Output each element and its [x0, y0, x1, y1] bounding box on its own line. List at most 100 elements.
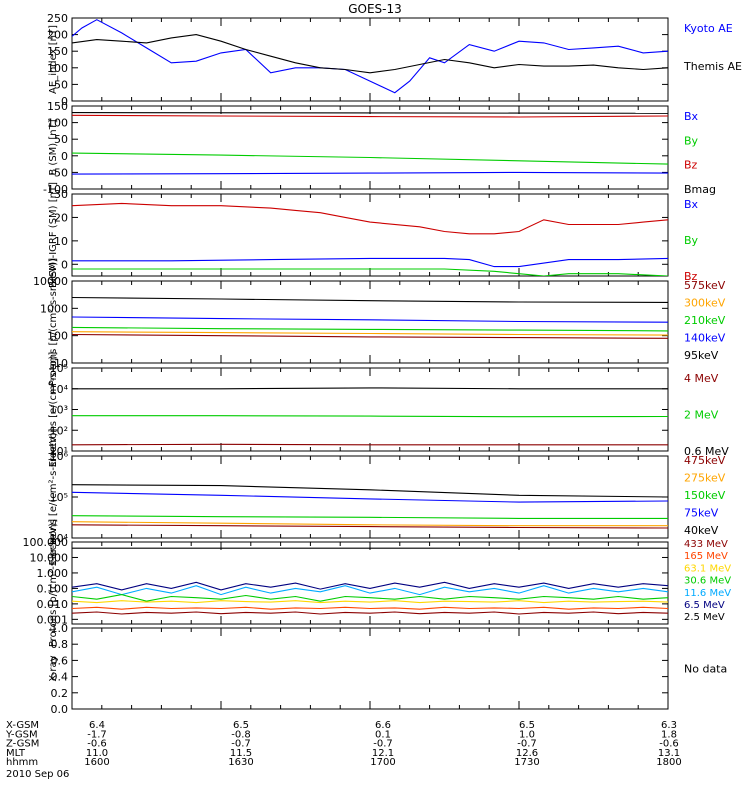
- footer-row-value: 6.6: [375, 720, 391, 731]
- y-axis-label: Protons [p/(cm²-s-sr-keV)]: [48, 519, 59, 647]
- footer-row-label: MLT: [6, 748, 26, 759]
- y-tick-label: 10.000: [30, 551, 69, 564]
- y-tick-label: 10⁴: [50, 532, 69, 545]
- footer-row-value: 1700: [370, 757, 395, 768]
- legend-entry: 165 MeV: [684, 551, 728, 562]
- series-line: [72, 331, 668, 336]
- legend-entry: 95keV: [684, 349, 719, 362]
- panel-frame: [71, 193, 669, 277]
- y-tick-label: 30: [54, 188, 68, 201]
- footer-row-value: 1800: [656, 757, 681, 768]
- series-line: [72, 268, 668, 276]
- footer-row-value: 6.4: [89, 720, 105, 731]
- series-line: [72, 202, 668, 235]
- legend-entry: 6.5 MeV: [684, 600, 725, 611]
- y-tick-label: 0.0: [51, 703, 69, 716]
- legend-entry: 475keV: [684, 454, 726, 467]
- footer-row-value: -0.8: [231, 729, 251, 740]
- y-tick-label: 0.4: [51, 671, 69, 684]
- legend-entry: 575keV: [684, 279, 726, 292]
- y-tick-label: 50: [54, 133, 68, 146]
- series-line: [72, 491, 668, 503]
- footer-row-value: -0.7: [231, 739, 251, 750]
- footer-row-value: -0.6: [87, 739, 107, 750]
- legend-entry: By: [684, 134, 699, 147]
- series-line: [72, 296, 668, 303]
- legend-entry: By: [684, 234, 699, 247]
- series-line: [72, 415, 668, 418]
- y-axis-label: B(SM)-IGRF (SM) [nT]: [48, 182, 59, 288]
- chart-panel-7: 0.001 0.010 0.100 1.000 10.000 100.000Protons…: [23, 519, 732, 647]
- footer-row-value: 1.0: [519, 729, 535, 740]
- y-tick-label: -100: [43, 183, 68, 196]
- y-axis-label: Protons [p/(cm²-s-sr-keV)]: [48, 258, 59, 386]
- series-line: [72, 112, 668, 114]
- footer-row-value: 12.6: [516, 748, 538, 759]
- legend-entry: 4 MeV: [684, 372, 719, 385]
- footer-row-value: -0.7: [517, 739, 537, 750]
- chart-panel-3: 0 10 20 30B(SM)-IGRF (SM) [nT] Bx By Bz: [48, 182, 699, 288]
- legend-entry: 0.6 MeV: [684, 445, 729, 458]
- series-line: [72, 171, 668, 175]
- panel-frame: [71, 105, 669, 190]
- y-tick-label: 10³: [50, 404, 68, 417]
- series-line: [72, 585, 668, 596]
- y-tick-label: -50: [50, 166, 68, 179]
- legend-entry: 150keV: [684, 489, 726, 502]
- legend-entry: 75keV: [684, 507, 719, 520]
- footer-row-value: 6.5: [519, 720, 535, 731]
- y-tick-label: 10⁵: [50, 362, 68, 375]
- y-tick-label: 1000: [40, 302, 68, 315]
- series-line: [72, 521, 668, 527]
- footer-row-value: 6.3: [661, 720, 677, 731]
- orbit-footer: X-GSM 6.4 6.5 6.6 6.5 6.3 Y-GSM -1.7 -0.8 0.1 1.0 1…: [5, 720, 682, 780]
- legend-entry: 210keV: [684, 314, 726, 327]
- footer-row-value: 12.1: [372, 748, 394, 759]
- legend-entry: Themis AE: [683, 60, 742, 73]
- series-line: [72, 600, 668, 604]
- footer-row-value: 6.5: [233, 720, 249, 731]
- series-line: [72, 19, 668, 94]
- panel-frame: [71, 541, 669, 625]
- y-tick-label: 10000: [33, 275, 68, 288]
- series-line: [72, 333, 668, 339]
- legend-entry: 63.1 MeV: [684, 563, 731, 574]
- y-tick-label: 150: [47, 45, 68, 58]
- series-line: [72, 611, 668, 615]
- legend-entry: Bz: [684, 270, 698, 283]
- y-tick-label: 100: [47, 62, 68, 75]
- y-tick-label: 1.000: [37, 567, 69, 580]
- footer-row-value: 1.8: [661, 729, 677, 740]
- y-tick-label: 10²: [50, 424, 68, 437]
- series-line: [72, 581, 668, 591]
- y-tick-label: 1.0: [51, 622, 69, 635]
- series-line: [72, 114, 668, 118]
- series-line: [72, 152, 668, 165]
- y-tick-label: 250: [47, 12, 68, 25]
- series-line: [72, 316, 668, 323]
- legend-entry: 2.5 MeV: [684, 612, 725, 623]
- legend-entry: 300keV: [684, 297, 726, 310]
- series-line: [72, 257, 668, 268]
- y-tick-label: 150: [47, 100, 68, 113]
- y-tick-label: 10: [54, 235, 68, 248]
- footer-row-value: 11.5: [230, 748, 252, 759]
- footer-row-label: X-GSM: [6, 720, 39, 731]
- y-tick-label: 0.6: [51, 654, 69, 667]
- footer-row-label: hhmm: [6, 757, 38, 768]
- footer-row-value: -0.7: [373, 739, 393, 750]
- panel-frame: [71, 627, 669, 710]
- legend-entry: Bx: [684, 110, 699, 123]
- series-line: [72, 443, 668, 446]
- series-line: [72, 387, 668, 390]
- footer-row-value: 1630: [228, 757, 253, 768]
- legend-entry: 275keV: [684, 472, 726, 485]
- y-axis-label: AE_index [nT]: [48, 25, 59, 94]
- legend-entry: 40keV: [684, 524, 719, 537]
